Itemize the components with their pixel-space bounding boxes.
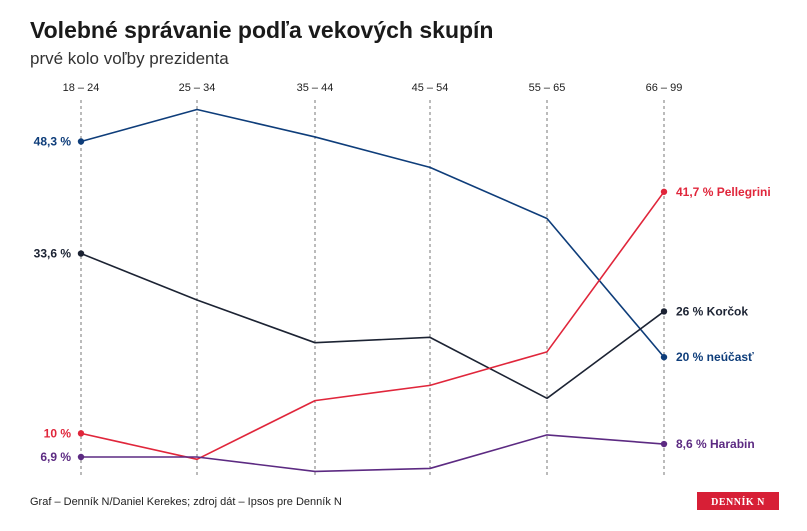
- data-point-start: [77, 138, 85, 145]
- data-point-start: [77, 430, 85, 437]
- start-value-label: 10 %: [44, 426, 72, 440]
- data-point-start: [77, 250, 85, 257]
- end-value-label: 20 % neúčasť: [676, 350, 754, 364]
- x-tick-label: 25 – 34: [179, 82, 216, 94]
- x-tick-label: 55 – 65: [529, 82, 566, 94]
- x-tick-label: 45 – 54: [412, 82, 449, 94]
- data-point-end: [660, 353, 668, 361]
- start-value-label: 33,6 %: [34, 247, 72, 261]
- start-value-label: 6,9 %: [40, 450, 71, 464]
- series-line-neúčasť: [80, 108, 665, 358]
- data-point-end: [660, 188, 668, 195]
- end-value-label: 8,6 % Harabin: [676, 437, 755, 451]
- logo-text: DENNÍK N: [711, 496, 765, 508]
- chart-subtitle: prvé kolo voľby prezidenta: [30, 49, 229, 68]
- series-line-Korčok: [80, 252, 665, 400]
- x-tick-label: 35 – 44: [297, 82, 334, 94]
- end-value-label: 26 % Korčok: [676, 304, 748, 318]
- end-value-label: 41,7 % Pellegrini: [676, 185, 771, 199]
- data-point-end: [660, 440, 668, 448]
- logo-background: [697, 492, 779, 510]
- denniknlogo: DENNÍK N: [697, 492, 779, 510]
- x-tick-label: 18 – 24: [63, 82, 100, 94]
- series-lines: [77, 108, 668, 473]
- chart-title: Volebné správanie podľa vekových skupín: [30, 17, 493, 43]
- source-note: Graf – Denník N/Daniel Kerekes; zdroj dá…: [30, 496, 342, 508]
- series-labels: 48,3 % 20 % neúčasť 33,6 % 26 % Korčok 10 % 4…: [34, 135, 771, 465]
- data-point-end: [660, 308, 668, 315]
- data-point-start: [77, 453, 85, 461]
- start-value-label: 48,3 %: [34, 135, 72, 149]
- x-tick-label: 66 – 99: [646, 82, 683, 94]
- series-line-Harabin: [81, 434, 665, 473]
- gridlines: [80, 100, 665, 478]
- series-line-Pellegrini: [80, 191, 665, 461]
- x-tick-labels: 18 – 24 25 – 34 35 – 44 45 – 54 55 – 65 66 – …: [63, 82, 683, 94]
